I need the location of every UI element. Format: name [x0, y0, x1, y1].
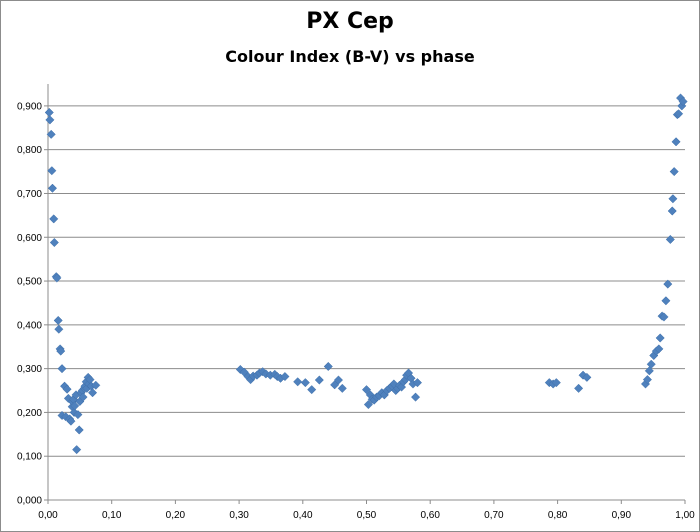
- y-tick-label: 0,100: [17, 452, 42, 463]
- x-tick-label: 0,80: [548, 510, 568, 521]
- data-point: [667, 206, 677, 216]
- data-point: [669, 167, 679, 177]
- data-point: [333, 375, 344, 385]
- x-tick-label: 0,00: [38, 510, 58, 521]
- x-tick-label: 1,00: [675, 510, 695, 521]
- data-point: [47, 166, 57, 176]
- y-tick-label: 0,400: [17, 320, 42, 331]
- x-tick-label: 0,20: [166, 510, 186, 521]
- y-tick-label: 0,900: [17, 101, 42, 112]
- x-tick-label: 0,90: [612, 510, 632, 521]
- data-point: [53, 315, 63, 326]
- data-point: [314, 375, 324, 385]
- x-tick-label: 0,10: [102, 510, 122, 521]
- data-point: [665, 234, 675, 245]
- y-tick-labels: 0,000 0,100 0,200 0,300 0,400 0,500 0,600 0,700…: [17, 101, 42, 506]
- axes: [44, 84, 686, 504]
- data-point: [300, 378, 310, 388]
- data-points: [44, 93, 688, 455]
- x-tick-label: 0,40: [293, 510, 313, 521]
- data-point: [363, 399, 373, 410]
- data-point: [644, 366, 654, 376]
- data-point: [307, 385, 317, 395]
- data-point: [52, 273, 62, 283]
- data-point: [70, 401, 80, 411]
- data-point: [668, 194, 678, 204]
- data-point: [49, 214, 59, 224]
- y-tick-label: 0,200: [17, 408, 42, 419]
- data-point: [661, 296, 671, 306]
- data-point: [642, 375, 652, 385]
- x-tick-label: 0,30: [229, 510, 249, 521]
- data-point: [280, 371, 290, 382]
- data-point: [47, 183, 58, 193]
- data-point: [57, 364, 67, 374]
- y-tick-label: 0,800: [17, 145, 42, 156]
- data-point: [674, 109, 684, 119]
- data-point: [678, 96, 688, 107]
- y-tick-label: 0,500: [17, 277, 42, 288]
- data-point: [337, 383, 347, 393]
- data-point: [410, 392, 421, 402]
- data-point: [412, 378, 423, 388]
- data-point: [88, 388, 98, 398]
- data-point: [44, 107, 54, 118]
- data-point: [574, 383, 584, 393]
- data-point: [663, 279, 673, 289]
- x-tick-label: 0,50: [357, 510, 377, 521]
- data-point: [62, 384, 72, 394]
- y-tick-label: 0,700: [17, 189, 42, 200]
- gridlines: [48, 105, 685, 457]
- data-point: [45, 115, 55, 125]
- chart-subtitle: Colour Index (B-V) vs phase: [225, 47, 475, 66]
- data-point: [66, 416, 76, 426]
- data-point: [654, 344, 664, 354]
- data-point: [46, 129, 56, 139]
- data-point: [72, 445, 82, 455]
- x-tick-label: 0,60: [420, 510, 440, 521]
- data-point: [655, 333, 665, 343]
- data-point: [323, 361, 333, 371]
- data-point: [582, 372, 592, 382]
- data-point: [54, 324, 64, 334]
- data-point: [551, 378, 561, 388]
- data-point: [78, 392, 88, 402]
- x-tick-label: 0,70: [484, 510, 504, 521]
- data-point: [646, 359, 656, 369]
- data-point: [74, 425, 84, 435]
- data-point: [73, 410, 83, 420]
- y-tick-label: 0,300: [17, 364, 42, 375]
- data-point: [396, 382, 407, 392]
- data-point: [49, 237, 59, 248]
- data-point: [293, 377, 303, 387]
- y-tick-label: 0,600: [17, 233, 42, 244]
- data-point: [361, 385, 372, 395]
- data-point: [671, 137, 681, 147]
- y-tick-label: 0,000: [17, 496, 42, 507]
- data-point: [659, 312, 669, 322]
- data-point: [56, 346, 66, 356]
- data-point: [91, 380, 101, 390]
- chart-title: PX Cep: [306, 9, 394, 34]
- x-tick-labels: 0,00 0,10 0,20 0,30 0,40 0,50 0,60 0,70 0,80 0,90…: [38, 510, 695, 521]
